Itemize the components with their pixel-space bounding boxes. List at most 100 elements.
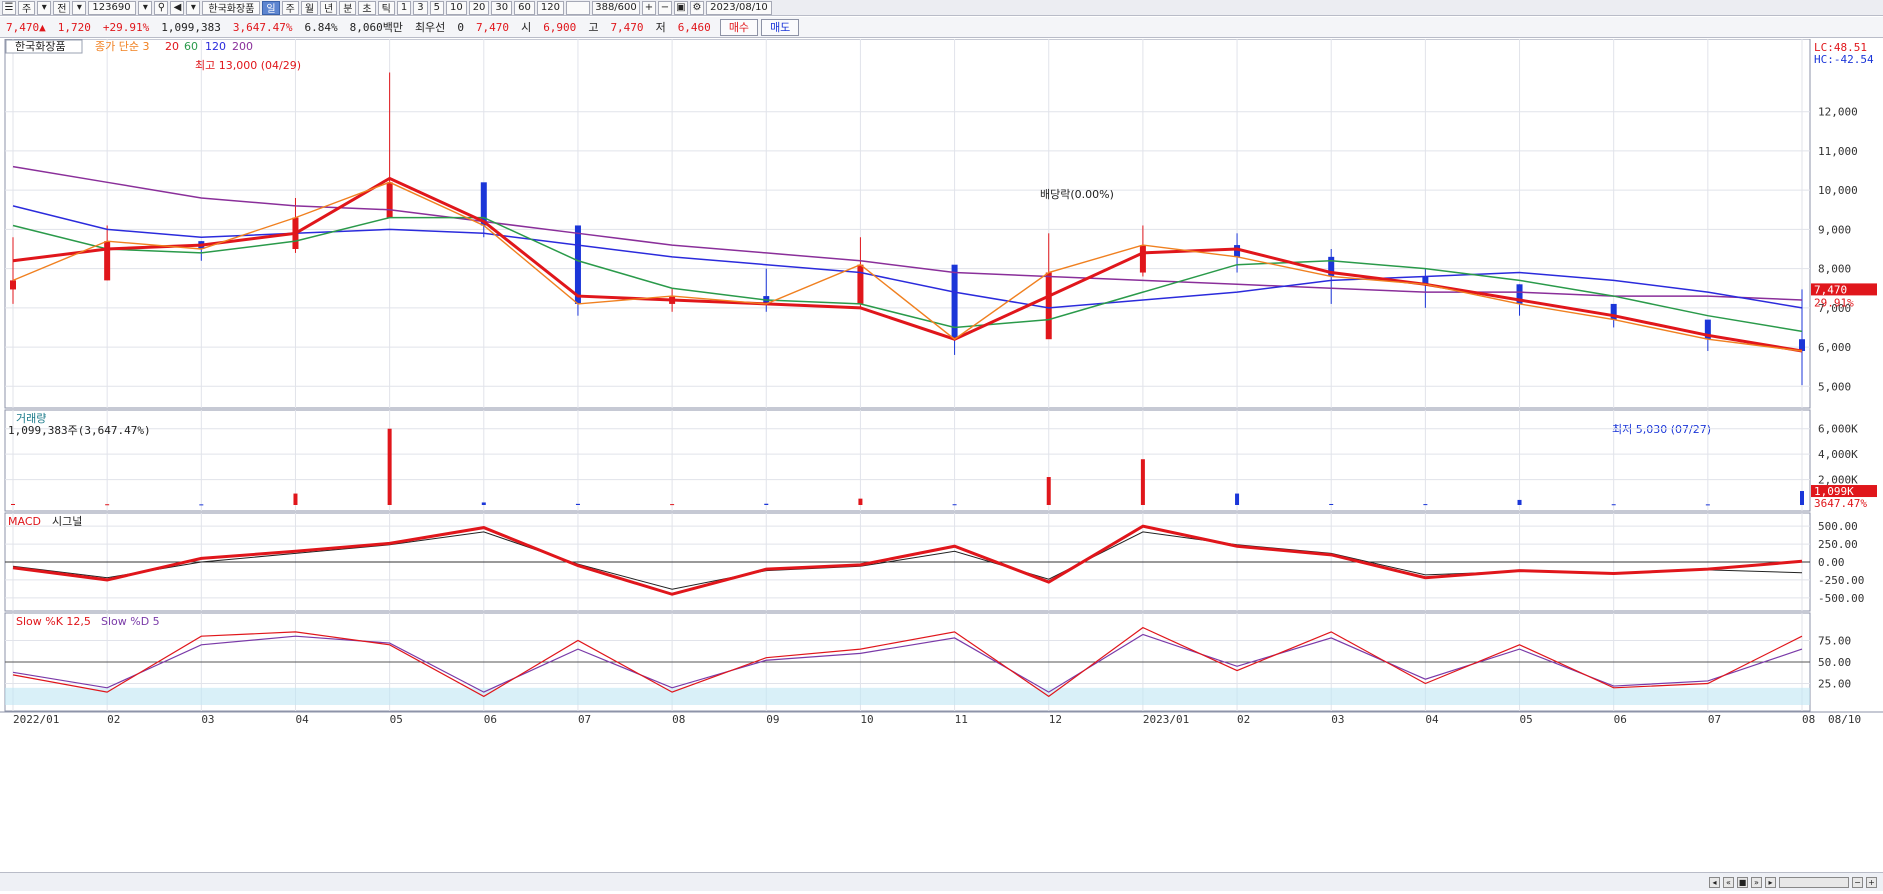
zoom-out-icon[interactable]: − [657, 0, 672, 15]
ma60-line [12, 216, 1803, 333]
scroll-left-icon[interactable]: ◂ [1709, 876, 1720, 888]
volume-bar [481, 502, 486, 505]
volume-bar [199, 504, 204, 506]
volume-bar [11, 503, 15, 505]
period-tick[interactable]: 틱 [377, 0, 395, 15]
volume-bar [1423, 504, 1428, 506]
x-tick-label: 07 [578, 713, 591, 726]
stock-chart-svg[interactable]: 2022/01 02 03 04 05 06 07 08 09 10 11 12 2023/01 02 03… [0, 38, 1883, 891]
x-tick-label: 05 [390, 713, 403, 726]
horizontal-scrollbar[interactable]: ◂ « ■ » ▸ − + [0, 872, 1883, 891]
volume-bar [1046, 477, 1051, 505]
volume-bar [105, 504, 110, 506]
x-tick-label: 08/10 [1828, 713, 1861, 726]
volume-bar [1611, 504, 1616, 506]
slow-d-legend: Slow %D 5 [101, 615, 160, 628]
candle-body [10, 280, 16, 290]
priority-label: 최우선 [414, 21, 446, 34]
scroll-right-icon[interactable]: ▸ [1765, 876, 1776, 888]
interval-30[interactable]: 30 [491, 0, 513, 15]
volume-bar [1329, 503, 1334, 505]
volume-bar [1235, 493, 1240, 505]
period-year[interactable]: 년 [320, 0, 338, 15]
ma3-line [12, 181, 1803, 352]
slow-k-line [12, 626, 1803, 698]
stock-name-field[interactable]: 한국화장품 [202, 0, 261, 15]
volume-value: 1,099,383 [161, 20, 221, 34]
gear-icon[interactable]: ⚙ [689, 0, 704, 15]
volume-bar [670, 504, 675, 506]
y-tick-label: 75.00 [1818, 635, 1851, 648]
date-field[interactable]: 2023/08/10 [705, 0, 772, 15]
y-tick-label: 4,000K [1818, 448, 1858, 461]
priority-value: 0 [457, 20, 464, 34]
interval-10[interactable]: 10 [445, 0, 467, 15]
scroll-thumb[interactable] [1779, 876, 1849, 888]
x-tick-label: 02 [107, 713, 120, 726]
interval-1[interactable]: 1 [396, 0, 412, 15]
interval-20[interactable]: 20 [468, 0, 490, 15]
candle-body [951, 264, 958, 340]
x-tick-label: 03 [201, 713, 214, 726]
open-price: 6,900 [543, 20, 577, 34]
candle-body [1422, 276, 1429, 285]
x-tick-label: 12 [1049, 713, 1062, 726]
x-tick-label: 02 [1237, 713, 1250, 726]
period-select[interactable]: 주 [18, 0, 36, 15]
turnover-pct: 6.84% [304, 20, 338, 34]
buy-button[interactable]: 매수 [719, 18, 759, 36]
pane-frame-0 [4, 38, 1811, 409]
volume-bar [387, 428, 392, 505]
search-icon[interactable]: ⚲ [154, 0, 169, 15]
period-second[interactable]: 초 [358, 0, 376, 15]
interval-60[interactable]: 60 [514, 0, 535, 15]
zoom-out-icon[interactable]: − [1852, 876, 1863, 888]
menu-icon[interactable]: ☰ [2, 0, 16, 15]
mode-select[interactable]: 전 [53, 0, 71, 15]
count-field[interactable]: 388/600 [591, 0, 640, 15]
interval-120[interactable]: 120 [536, 0, 564, 15]
price-tag: 7,470 [1814, 283, 1847, 296]
period-week[interactable]: 주 [281, 0, 299, 15]
oversold-zone [5, 687, 1810, 705]
ma-legend-200: 200 [232, 40, 253, 53]
price-change-pct: +29.91% [102, 20, 150, 34]
high-price: 7,470 [610, 20, 644, 34]
speaker-icon[interactable]: ◀ [170, 0, 185, 15]
zoom-in-icon[interactable]: + [641, 0, 656, 15]
slow-d-line [12, 633, 1803, 693]
chevron-down-icon[interactable]: ▾ [186, 0, 201, 15]
interval-5[interactable]: 5 [429, 0, 444, 15]
x-tick-label: 06 [484, 713, 497, 726]
lc-label: LC:48.51 [1814, 41, 1867, 54]
candle-body [480, 182, 487, 226]
period-day[interactable]: 일 [262, 0, 280, 15]
chevron-down-icon[interactable]: ▾ [72, 0, 87, 15]
y-tick-label: 6,000 [1818, 341, 1851, 354]
chart-area[interactable]: 2022/01 02 03 04 05 06 07 08 09 10 11 12 2023/01 02 03… [0, 38, 1883, 891]
stock-code-input[interactable]: 123690 [88, 0, 137, 15]
stop-icon[interactable]: ■ [1737, 876, 1748, 888]
forward-icon[interactable]: » [1751, 876, 1762, 888]
period-minute[interactable]: 분 [339, 0, 357, 15]
volume-tag: 1,099K [1814, 485, 1854, 498]
dropdown-icon[interactable]: ▾ [138, 0, 153, 15]
chevron-down-icon[interactable]: ▾ [37, 0, 52, 15]
interval-3[interactable]: 3 [413, 0, 428, 15]
volume-bar [1517, 499, 1522, 505]
candle-body [1234, 245, 1241, 257]
volume-title: 거래량 [16, 412, 46, 425]
rewind-icon[interactable]: « [1723, 876, 1734, 888]
sell-button[interactable]: 매도 [761, 18, 800, 36]
low-label: 저 [655, 21, 666, 34]
pane-frame-1 [4, 409, 1811, 512]
save-icon[interactable]: ▣ [673, 0, 688, 15]
y-tick-label: 12,000 [1818, 106, 1858, 119]
candle-body [1799, 339, 1805, 351]
zoom-in-icon[interactable]: + [1866, 876, 1877, 888]
volume-pct: 3,647.47% [232, 20, 293, 34]
volume-bar [1705, 504, 1710, 506]
signal-legend: 시그널 [52, 515, 82, 528]
interval-input[interactable] [565, 0, 590, 15]
period-month[interactable]: 월 [300, 0, 319, 15]
